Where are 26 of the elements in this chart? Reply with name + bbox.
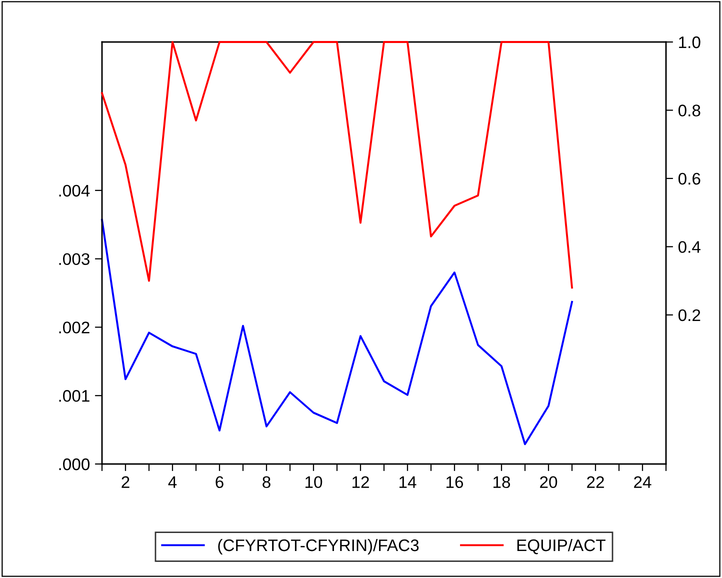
x-tick-label: 2 — [122, 476, 130, 488]
x-tick-label: 6 — [216, 476, 224, 488]
line-series — [101, 41, 573, 289]
x-tick-label: 18 — [494, 476, 510, 488]
x-tick-label: 8 — [262, 476, 270, 488]
x-tick-label: 16 — [446, 476, 464, 488]
y-tick-label: .004 — [59, 184, 90, 197]
y-tick-label: .003 — [59, 253, 90, 266]
x-tick-label: 14 — [400, 476, 416, 488]
y2-tick-label: 0.2 — [678, 309, 700, 322]
x-tick-label: 22 — [587, 476, 604, 488]
x-tick-label: 4 — [168, 476, 177, 488]
y2-tick-label: 0.8 — [678, 104, 700, 116]
x-tick-label: 20 — [540, 476, 558, 488]
x-tick-label: 10 — [306, 476, 322, 488]
x-tick-label: 12 — [352, 476, 369, 488]
y2-tick-label: 0.4 — [678, 241, 700, 253]
y2-tick-label: 0.6 — [678, 172, 700, 185]
y-tick-label: .000 — [59, 458, 90, 470]
line-series — [101, 218, 573, 446]
x-tick-label: 24 — [634, 476, 652, 488]
y-tick-label: .002 — [59, 322, 90, 334]
legend-label: (CFYRTOT-CFYRIN)/FAC3 — [218, 538, 419, 554]
y2-tick-label: 1.0 — [679, 36, 700, 48]
legend-label: EQUIP/ACT — [517, 538, 606, 554]
y-tick-label: .001 — [59, 390, 90, 402]
